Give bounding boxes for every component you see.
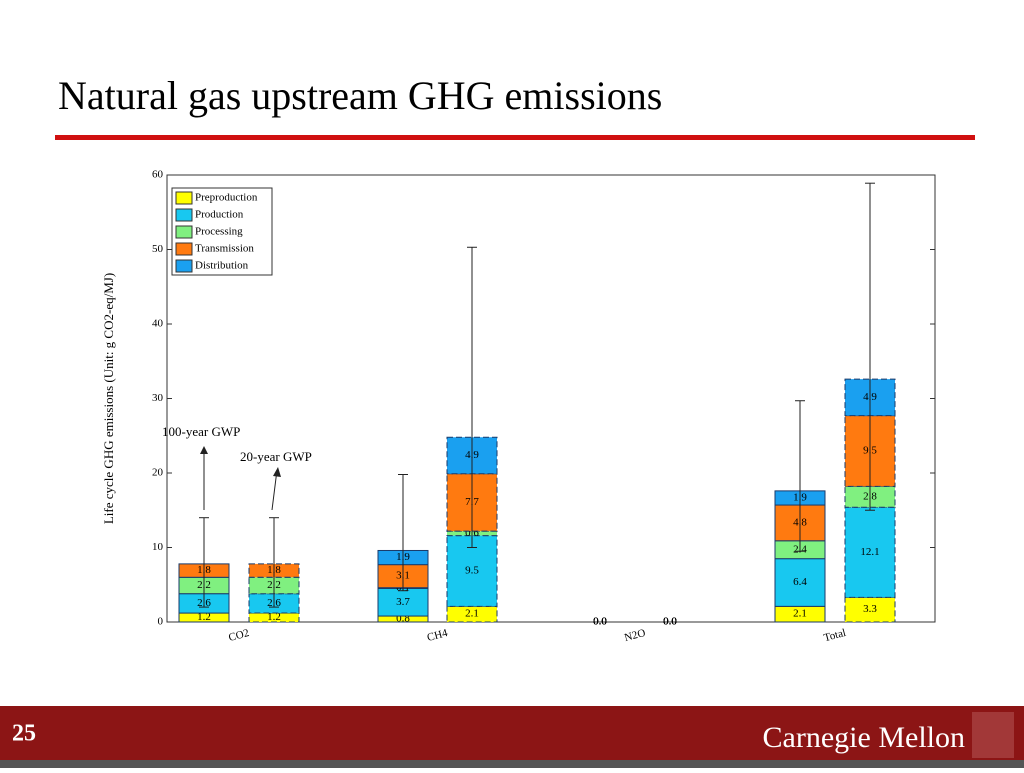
y-tick-label: 10 [152, 541, 164, 553]
legend-swatch [175, 225, 193, 239]
value-label: 0.0 [663, 616, 677, 628]
annotation: 20-year GWP [240, 449, 312, 464]
bar-segment [446, 605, 498, 623]
legend-swatch [175, 242, 193, 256]
legend-label: Production [195, 209, 244, 221]
value-label: 2.1 [465, 608, 479, 620]
y-axis-label: Life cycle GHG emissions (Unit: g CO2-eq… [101, 273, 116, 524]
value-label: 12.1 [860, 546, 879, 558]
value-label: 1.2 [267, 611, 281, 623]
y-tick-label: 50 [152, 243, 164, 255]
legend-label: Transmission [195, 243, 254, 255]
bar-segment [248, 612, 300, 623]
value-label: 0.0 [593, 616, 607, 628]
value-label: 0.0 [593, 616, 607, 628]
slide-title: Natural gas upstream GHG emissions [58, 73, 662, 118]
value-label: 3.3 [863, 603, 877, 615]
bar-segment [844, 596, 896, 623]
y-tick-label: 60 [152, 169, 164, 181]
arrow-head [273, 467, 281, 477]
value-label: 0.0 [593, 616, 607, 628]
y-tick-label: 40 [152, 318, 164, 330]
legend-label: Processing [195, 226, 243, 238]
x-tick-label: Total [822, 627, 847, 644]
legend-swatch [175, 191, 193, 205]
chart: 0 10 20 30 40 50 60 Life cycle GHG emissions (U… [101, 169, 936, 644]
value-label: 1.2 [197, 611, 211, 623]
value-label: 0.0 [663, 616, 677, 628]
y-tick-label: 20 [152, 467, 164, 479]
legend-swatch [175, 208, 193, 222]
logo: Carnegie Mellon [763, 721, 965, 754]
value-label: 0.0 [663, 616, 677, 628]
arrow-head [200, 446, 208, 454]
value-label: 0.0 [593, 616, 607, 628]
annotation: 100-year GWP [162, 424, 240, 439]
legend-label: Distribution [195, 260, 249, 272]
bar-segment [774, 558, 826, 607]
value-label: 9.5 [465, 564, 479, 576]
footer-bar [0, 706, 1024, 760]
y-tick-label: 0 [158, 616, 164, 628]
value-label: 2.1 [793, 608, 807, 620]
annotation-arrow [271, 469, 278, 511]
x-tick-label: CO2 [227, 627, 250, 644]
logo-emblem [972, 712, 1014, 758]
title-rule [55, 135, 975, 140]
value-label: 0.0 [663, 616, 677, 628]
footer-strip [0, 760, 1024, 768]
legend-label: Preproduction [195, 192, 258, 204]
page-number: 25 [12, 721, 36, 747]
y-tick-label: 30 [152, 392, 164, 404]
value-label: 0.0 [593, 616, 607, 628]
x-tick-label: CH4 [426, 627, 450, 644]
legend-swatch [175, 259, 193, 273]
value-label: 0.0 [663, 616, 677, 628]
value-label: 3.7 [396, 596, 410, 608]
bar-segment [844, 506, 896, 598]
value-label: 6.4 [793, 576, 807, 588]
x-tick-label: N2O [623, 627, 647, 644]
